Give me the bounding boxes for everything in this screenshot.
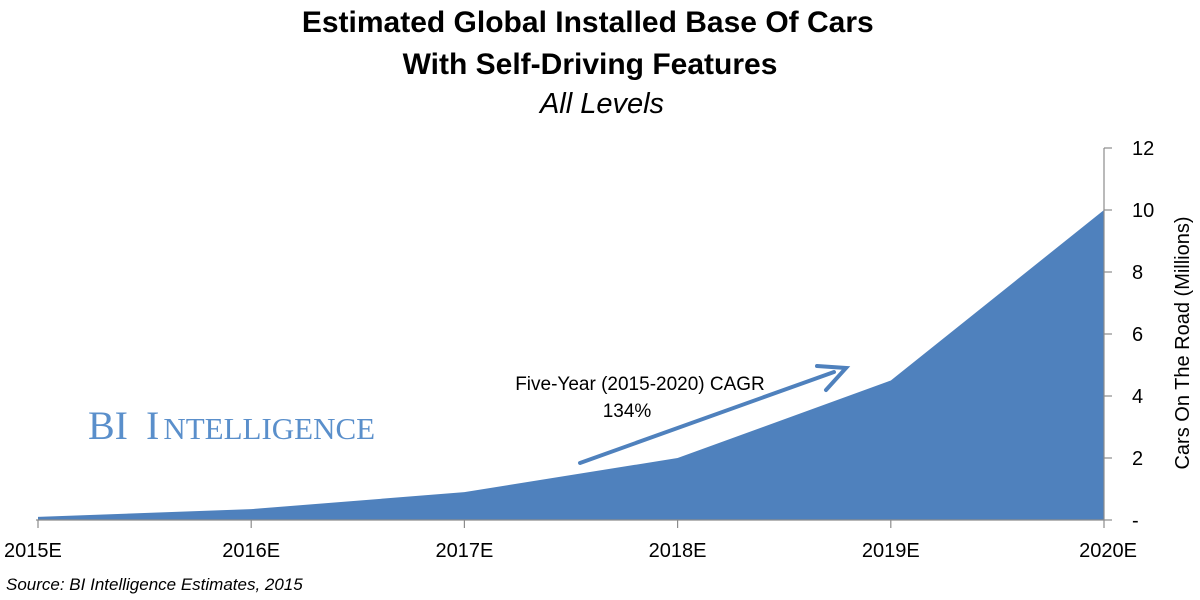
x-tick-label: 2018E xyxy=(649,540,707,562)
y-tick-label: 10 xyxy=(1132,200,1154,222)
chart-title-line-1: Estimated Global Installed Base Of Cars xyxy=(302,6,874,39)
chart-title-line-2: With Self-Driving Features xyxy=(403,48,778,81)
x-tick-label: 2019E xyxy=(862,540,920,562)
brand-logo: BI I NTELLIGENCE xyxy=(88,403,375,448)
x-tick-label: 2020E xyxy=(1079,540,1137,562)
brand-word-1: BI xyxy=(88,403,128,448)
y-tick-label: 4 xyxy=(1132,386,1143,408)
y-axis-ticks: - 2 4 6 8 10 12 xyxy=(1104,138,1154,532)
y-tick-label: - xyxy=(1132,510,1139,532)
source-note: Source: BI Intelligence Estimates, 2015 xyxy=(6,575,303,594)
brand-word-2-rest: NTELLIGENCE xyxy=(163,411,375,446)
cagr-annotation-line-1: Five-Year (2015-2020) CAGR xyxy=(515,374,765,395)
cagr-annotation-line-2: 134% xyxy=(603,401,652,422)
y-tick-label: 6 xyxy=(1132,324,1143,346)
x-tick-label: 2017E xyxy=(435,540,493,562)
y-tick-label: 2 xyxy=(1132,448,1143,470)
x-axis-ticks: 2015E 2016E 2017E 2018E 2019E 2020E xyxy=(4,520,1137,562)
y-axis-title: Cars On The Road (Millions) xyxy=(1172,216,1194,469)
chart-title: Estimated Global Installed Base Of Cars … xyxy=(302,6,878,81)
area-series xyxy=(38,210,1104,520)
x-tick-label: 2016E xyxy=(222,540,280,562)
y-tick-label: 12 xyxy=(1132,138,1154,160)
chart-subtitle: All Levels xyxy=(538,88,664,120)
brand-word-2-initial: I xyxy=(146,403,159,448)
y-tick-label: 8 xyxy=(1132,262,1143,284)
x-tick-label: 2015E xyxy=(4,540,62,562)
cagr-arrow-icon xyxy=(578,364,851,465)
